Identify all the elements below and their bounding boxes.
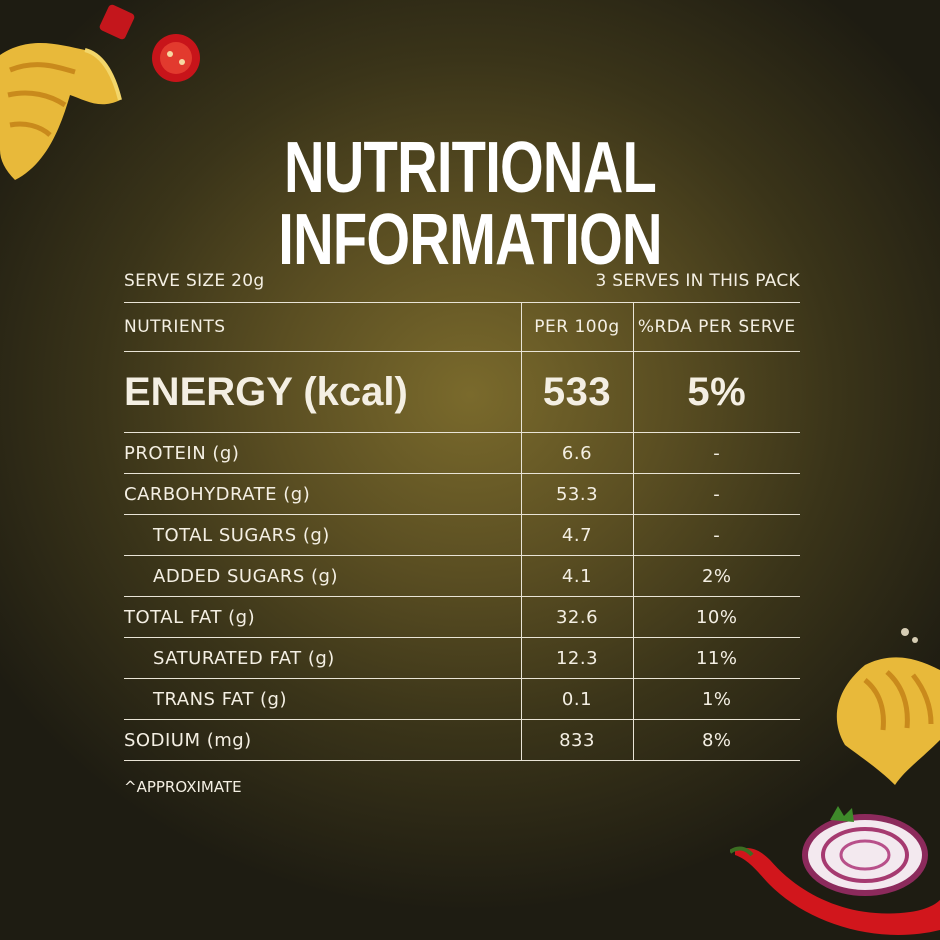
energy-per-100g: 533	[520, 351, 633, 433]
nutrient-per-100g: 32.6	[520, 596, 633, 638]
nutrient-name: TOTAL FAT (g)	[124, 596, 521, 638]
nutrient-name: SODIUM (mg)	[124, 719, 521, 761]
table-row: TOTAL FAT (g) 32.6 10%	[124, 596, 800, 638]
nutrient-name: TOTAL SUGARS (g)	[124, 514, 521, 556]
nutrient-name: TRANS FAT (g)	[124, 678, 521, 720]
serve-size: SERVE SIZE 20g	[124, 271, 265, 291]
energy-label: ENERGY (kcal)	[124, 351, 521, 433]
nutrient-rda: -	[632, 473, 800, 515]
chili-onion-image-bottom-right	[730, 806, 940, 935]
nutrient-per-100g: 4.1	[520, 555, 633, 597]
snack-chip-image-right	[836, 628, 940, 785]
header-rda-per-serve: %RDA PER SERVE	[632, 302, 800, 352]
serves-in-pack: 3 SERVES IN THIS PACK	[595, 271, 800, 291]
nutrient-per-100g: 4.7	[520, 514, 633, 556]
table-row: PROTEIN (g) 6.6 -	[124, 432, 800, 474]
nutrient-rda: -	[632, 432, 800, 474]
nutrient-per-100g: 12.3	[520, 637, 633, 679]
energy-row: ENERGY (kcal) 533 5%	[124, 351, 800, 433]
nutrition-table: NUTRIENTS PER 100g %RDA PER SERVE ENERGY…	[124, 302, 800, 761]
nutrient-rda: 10%	[632, 596, 800, 638]
table-row: CARBOHYDRATE (g) 53.3 -	[124, 473, 800, 515]
nutrient-name: SATURATED FAT (g)	[124, 637, 521, 679]
nutrient-per-100g: 53.3	[520, 473, 633, 515]
nutrient-rda: 8%	[632, 719, 800, 761]
nutrient-rda: -	[632, 514, 800, 556]
nutrient-rda: 1%	[632, 678, 800, 720]
table-row: SATURATED FAT (g) 12.3 11%	[124, 637, 800, 679]
nutrient-per-100g: 0.1	[520, 678, 633, 720]
nutrient-rda: 11%	[632, 637, 800, 679]
nutrient-rda: 2%	[632, 555, 800, 597]
header-nutrients: NUTRIENTS	[124, 302, 521, 352]
header-per-100g: PER 100g	[520, 302, 633, 352]
page-title: NUTRITIONAL INFORMATION	[278, 128, 662, 280]
nutrient-per-100g: 6.6	[520, 432, 633, 474]
table-row: TOTAL SUGARS (g) 4.7 -	[124, 514, 800, 556]
nutrient-name: PROTEIN (g)	[124, 432, 521, 474]
energy-rda: 5%	[632, 351, 800, 433]
table-header-row: NUTRIENTS PER 100g %RDA PER SERVE	[124, 302, 800, 352]
footnote: ^APPROXIMATE	[124, 778, 242, 796]
snack-chip-image-top-left	[0, 4, 200, 181]
nutrient-per-100g: 833	[520, 719, 633, 761]
table-row: ADDED SUGARS (g) 4.1 2%	[124, 555, 800, 597]
table-row: TRANS FAT (g) 0.1 1%	[124, 678, 800, 720]
nutrient-name: ADDED SUGARS (g)	[124, 555, 521, 597]
table-row: SODIUM (mg) 833 8%	[124, 719, 800, 761]
nutrient-name: CARBOHYDRATE (g)	[124, 473, 521, 515]
serving-info: SERVE SIZE 20g 3 SERVES IN THIS PACK	[124, 271, 800, 291]
